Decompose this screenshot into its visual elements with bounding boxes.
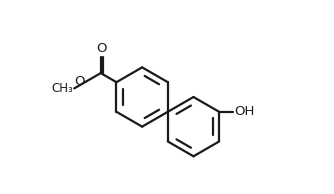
Text: CH₃: CH₃ <box>51 82 73 95</box>
Text: O: O <box>97 42 107 55</box>
Text: O: O <box>74 75 85 88</box>
Text: OH: OH <box>234 105 255 118</box>
